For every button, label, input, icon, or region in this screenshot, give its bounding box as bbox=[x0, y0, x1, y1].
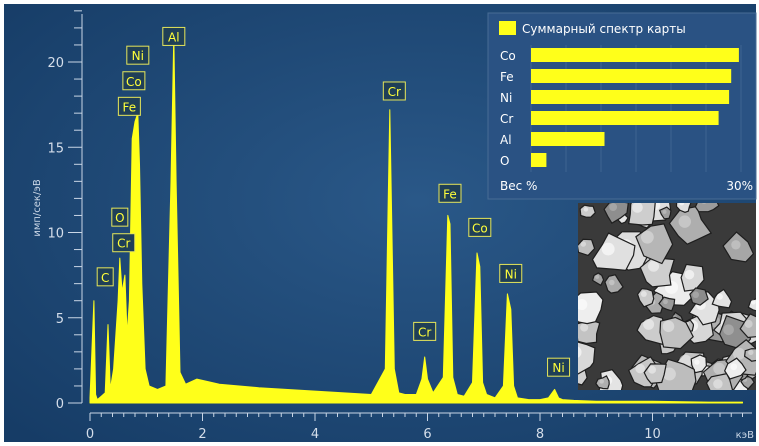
peak-label: O bbox=[111, 207, 129, 227]
composition-bar bbox=[531, 111, 719, 125]
y-tick-label: 0 bbox=[56, 397, 64, 412]
legend-swatch bbox=[499, 21, 516, 35]
composition-bar bbox=[531, 69, 732, 83]
inset-panel bbox=[487, 12, 757, 200]
y-tick-label: 15 bbox=[47, 141, 64, 156]
peak-label: Fe bbox=[117, 96, 141, 116]
inset-x-axis-label: Вес % bbox=[500, 179, 537, 193]
peak-label: Cr bbox=[112, 233, 136, 253]
sem-micrograph-image bbox=[578, 203, 756, 390]
inset-category-label: Ni bbox=[500, 91, 512, 105]
peak-label: Co bbox=[468, 217, 492, 237]
peak-label: Ni bbox=[499, 263, 523, 283]
peak-label-text: Al bbox=[168, 30, 180, 44]
peak-label-text: Cr bbox=[388, 85, 401, 99]
x-tick-label: 6 bbox=[423, 427, 431, 442]
inset-category-label: Fe bbox=[500, 70, 514, 84]
peak-label-text: Cr bbox=[418, 325, 431, 339]
x-tick-label: 0 bbox=[86, 427, 94, 442]
x-axis-label: кэВ bbox=[736, 430, 755, 441]
peak-label-text: Co bbox=[472, 221, 488, 235]
peak-label-text: Co bbox=[126, 75, 142, 89]
y-tick-label: 10 bbox=[47, 227, 64, 242]
peak-label-text: Cr bbox=[117, 237, 130, 251]
x-tick-label: 8 bbox=[536, 427, 544, 442]
peak-label-text: Ni bbox=[505, 267, 517, 281]
inset-category-label: Al bbox=[500, 133, 512, 147]
peak-label: Co bbox=[122, 71, 146, 91]
composition-inset: Суммарный спектр карты Co Fe Ni Cr Al O Вес % 30… bbox=[487, 12, 757, 200]
inset-title: Суммарный спектр карты bbox=[522, 22, 686, 36]
peak-label-text: C bbox=[101, 271, 109, 285]
peak-label: Ni bbox=[126, 45, 150, 65]
inset-category-label: Co bbox=[500, 49, 516, 63]
peak-label-text: Ni bbox=[552, 361, 564, 375]
peak-label-text: O bbox=[115, 211, 124, 225]
spectrum-chart: 0 5 10 15 20 имп/сек/эВ 0 2 4 6 8 10 кэВ Al Ni Co Fe O Cr C… bbox=[32, 10, 755, 442]
inset-category-label: Cr bbox=[500, 112, 513, 126]
composition-bar bbox=[531, 48, 739, 62]
peak-label-text: Fe bbox=[123, 100, 137, 114]
spectrum-series-line bbox=[89, 35, 743, 404]
x-tick-label: 4 bbox=[311, 427, 319, 442]
peak-label: Cr bbox=[382, 81, 406, 101]
composition-bar bbox=[531, 132, 605, 146]
x-tick-label: 2 bbox=[198, 427, 206, 442]
inset-x-tick-label: 30% bbox=[726, 179, 753, 193]
x-tick-label: 10 bbox=[644, 427, 661, 442]
peak-label-text: Fe bbox=[443, 187, 457, 201]
peak-label: Al bbox=[162, 26, 186, 46]
y-tick-label: 20 bbox=[47, 56, 64, 71]
y-axis-label: имп/сек/эВ bbox=[32, 179, 43, 236]
peak-label: Cr bbox=[413, 321, 437, 341]
peak-label: C bbox=[96, 267, 114, 287]
inset-category-label: O bbox=[500, 154, 509, 168]
composition-bar bbox=[531, 90, 730, 104]
peak-label: Fe bbox=[438, 183, 462, 203]
composition-bar bbox=[531, 153, 547, 167]
peak-label-text: Ni bbox=[132, 49, 144, 63]
peak-label: Ni bbox=[547, 357, 571, 377]
y-tick-label: 5 bbox=[56, 312, 64, 327]
